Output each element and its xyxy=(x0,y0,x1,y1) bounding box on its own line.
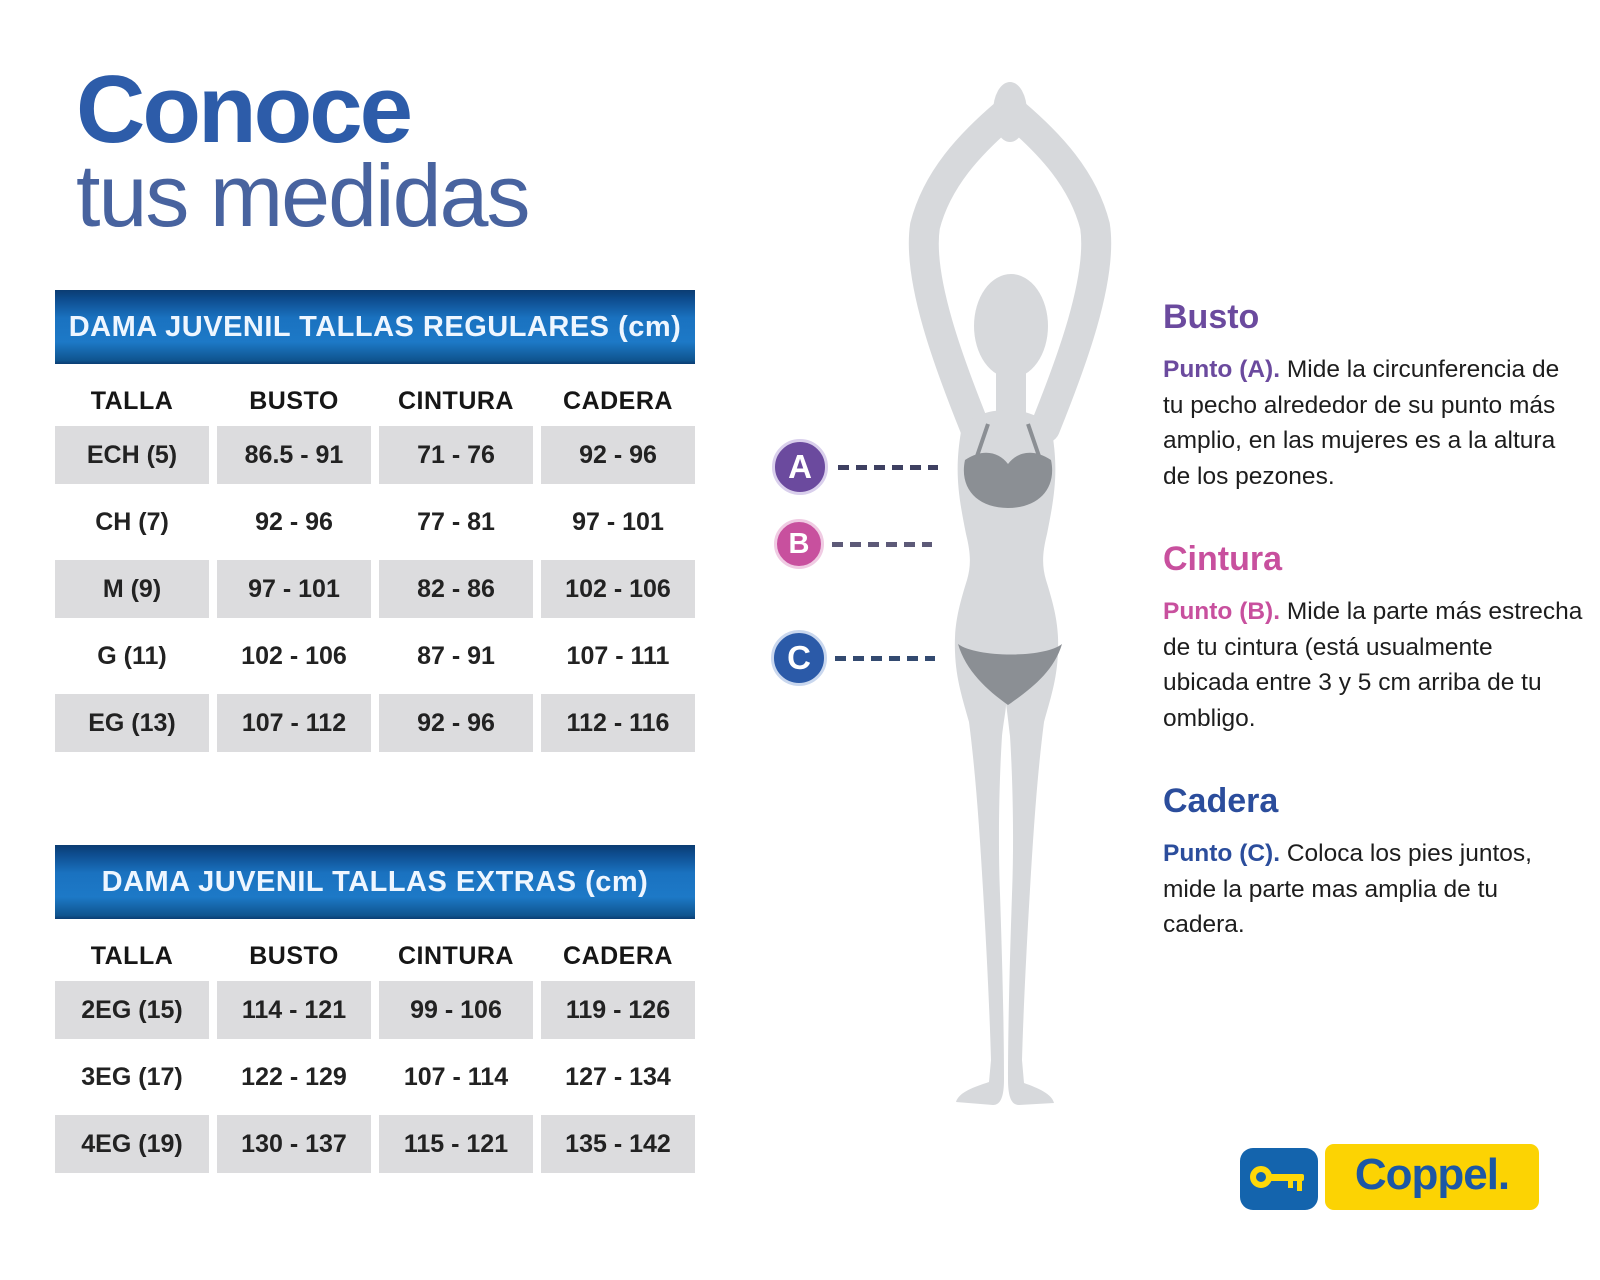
table-cell: 102 - 106 xyxy=(241,641,347,670)
table-row: M (9) 97 - 101 82 - 86 102 - 106 xyxy=(55,560,695,618)
section-body-busto: Mide la circunferencia de tu pecho alred… xyxy=(1163,356,1560,490)
section-heading-busto: Busto xyxy=(1163,298,1260,336)
section-cadera: Cadera Punto (C). Coloca los pies juntos… xyxy=(1163,782,1583,943)
mannequin-illustration xyxy=(908,82,1112,1105)
table-cell: 71 - 76 xyxy=(379,426,533,484)
table-regular-sizes: DAMA JUVENIL TALLAS REGULARES (cm) TALLA… xyxy=(55,290,695,752)
table-cell: 115 - 121 xyxy=(379,1115,533,1173)
table-cell: 86.5 - 91 xyxy=(217,426,371,484)
marker-point-b: B xyxy=(774,519,824,569)
table-cell: 82 - 86 xyxy=(379,560,533,618)
table-cell: 92 - 96 xyxy=(255,507,333,536)
table-extras-header: DAMA JUVENIL TALLAS EXTRAS (cm) xyxy=(55,845,695,919)
page-title-line2: tus medidas xyxy=(76,146,530,245)
table-cell: 92 - 96 xyxy=(379,694,533,752)
table-row: EG (13) 107 - 112 92 - 96 112 - 116 xyxy=(55,694,695,752)
coppel-logo: Coppel. xyxy=(1240,1144,1539,1210)
table-regular-header: DAMA JUVENIL TALLAS REGULARES (cm) xyxy=(55,290,695,364)
section-lead-cintura: Punto (B). xyxy=(1163,598,1281,625)
column-header-busto: BUSTO xyxy=(249,941,339,970)
marker-a-letter: A xyxy=(788,448,812,485)
table-cell: 99 - 106 xyxy=(379,981,533,1039)
table-cell: CH (7) xyxy=(95,507,169,536)
page-title-line1: Conoce xyxy=(76,56,413,163)
marker-point-a: A xyxy=(772,439,828,495)
table-extras-column-headers: TALLA BUSTO CINTURA CADERA xyxy=(55,935,695,977)
table-cell: ECH (5) xyxy=(55,426,209,484)
table-cell: 122 - 129 xyxy=(241,1062,347,1091)
table-cell: 77 - 81 xyxy=(417,507,495,536)
table-cell: 107 - 111 xyxy=(566,641,670,670)
marker-b-letter: B xyxy=(788,527,810,560)
table-cell: 92 - 96 xyxy=(541,426,695,484)
coppel-name-tile: Coppel. xyxy=(1325,1144,1539,1210)
table-cell: EG (13) xyxy=(55,694,209,752)
marker-b-dashed-line xyxy=(832,542,932,547)
table-cell: 97 - 101 xyxy=(572,507,664,536)
table-cell: 97 - 101 xyxy=(217,560,371,618)
section-body-cintura: Mide la parte más estrecha de tu cintura… xyxy=(1163,598,1583,732)
marker-c-dashed-line xyxy=(835,656,935,661)
table-cell: 4EG (19) xyxy=(55,1115,209,1173)
section-text-cintura: Punto (B). Mide la parte más estrecha de… xyxy=(1163,594,1583,736)
table-cell: 87 - 91 xyxy=(417,641,495,670)
table-row: 4EG (19) 130 - 137 115 - 121 135 - 142 xyxy=(55,1115,695,1173)
section-heading-cintura: Cintura xyxy=(1163,540,1282,578)
table-row: 3EG (17) 122 - 129 107 - 114 127 - 134 xyxy=(55,1048,695,1106)
column-header-talla: TALLA xyxy=(90,386,174,415)
table-row: CH (7) 92 - 96 77 - 81 97 - 101 xyxy=(55,493,695,551)
measurement-instructions: Busto Punto (A). Mide la circunferencia … xyxy=(1163,298,1583,989)
table-cell: 3EG (17) xyxy=(81,1062,183,1091)
page-title: Conoce tus medidas xyxy=(76,56,530,245)
section-cintura: Cintura Punto (B). Mide la parte más est… xyxy=(1163,540,1583,736)
body-figure xyxy=(855,74,1165,1136)
table-cell: 119 - 126 xyxy=(541,981,695,1039)
table-cell: 107 - 112 xyxy=(217,694,371,752)
table-cell: 127 - 134 xyxy=(565,1062,671,1091)
column-header-talla: TALLA xyxy=(90,941,174,970)
table-cell: G (11) xyxy=(97,641,167,670)
key-icon xyxy=(1250,1158,1308,1201)
table-regular-column-headers: TALLA BUSTO CINTURA CADERA xyxy=(55,380,695,422)
section-lead-busto: Punto (A). xyxy=(1163,356,1281,383)
section-text-cadera: Punto (C). Coloca los pies juntos, mide … xyxy=(1163,836,1583,943)
section-text-busto: Punto (A). Mide la circunferencia de tu … xyxy=(1163,352,1583,494)
table-cell: 2EG (15) xyxy=(55,981,209,1039)
column-header-cintura: CINTURA xyxy=(398,386,514,415)
marker-point-c: C xyxy=(771,630,827,686)
table-cell: M (9) xyxy=(55,560,209,618)
table-extra-sizes: DAMA JUVENIL TALLAS EXTRAS (cm) TALLA BU… xyxy=(55,845,695,1173)
marker-a-dashed-line xyxy=(838,465,938,470)
column-header-cadera: CADERA xyxy=(563,941,673,970)
table-cell: 112 - 116 xyxy=(541,694,695,752)
table-cell: 130 - 137 xyxy=(217,1115,371,1173)
coppel-key-tile xyxy=(1240,1148,1318,1210)
section-lead-cadera: Punto (C). xyxy=(1163,840,1281,867)
marker-c-letter: C xyxy=(787,639,811,676)
table-row: G (11) 102 - 106 87 - 91 107 - 111 xyxy=(55,627,695,685)
table-row: ECH (5) 86.5 - 91 71 - 76 92 - 96 xyxy=(55,426,695,484)
section-heading-cadera: Cadera xyxy=(1163,782,1279,820)
table-row: 2EG (15) 114 - 121 99 - 106 119 - 126 xyxy=(55,981,695,1039)
section-busto: Busto Punto (A). Mide la circunferencia … xyxy=(1163,298,1583,494)
table-extras-rows: 2EG (15) 114 - 121 99 - 106 119 - 126 3E… xyxy=(55,981,695,1173)
column-header-busto: BUSTO xyxy=(249,386,339,415)
section-body-cadera: Coloca los pies juntos, mide la parte ma… xyxy=(1163,840,1532,938)
table-cell: 102 - 106 xyxy=(541,560,695,618)
coppel-wordmark: Coppel. xyxy=(1354,1150,1510,1199)
table-regular-rows: ECH (5) 86.5 - 91 71 - 76 92 - 96 CH (7)… xyxy=(55,426,695,752)
column-header-cintura: CINTURA xyxy=(398,941,514,970)
table-cell: 114 - 121 xyxy=(217,981,371,1039)
table-cell: 135 - 142 xyxy=(541,1115,695,1173)
table-cell: 107 - 114 xyxy=(403,1062,509,1091)
column-header-cadera: CADERA xyxy=(563,386,673,415)
